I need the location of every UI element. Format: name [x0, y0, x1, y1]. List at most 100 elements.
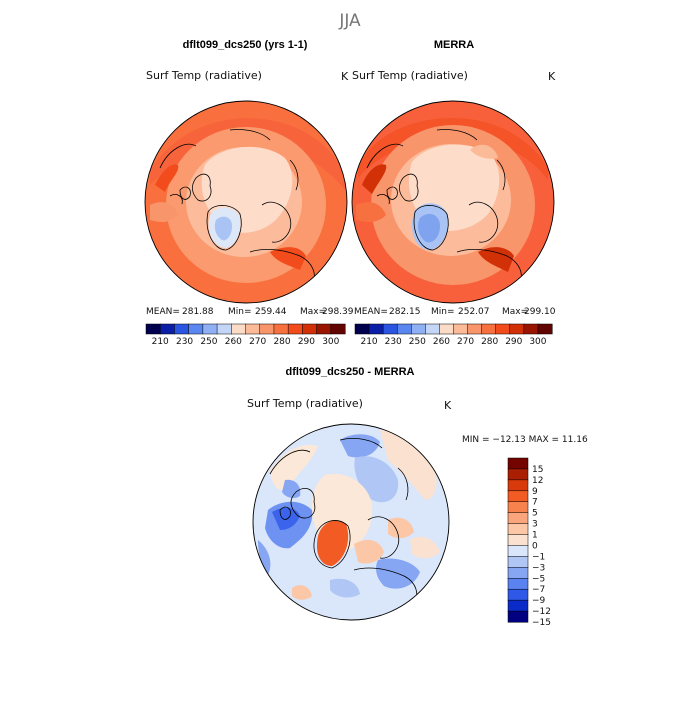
- colorbar-swatch: [245, 323, 261, 335]
- model-min-value: 259.44: [255, 307, 287, 317]
- colorbar-swatch: [411, 323, 426, 335]
- colorbar-swatch: [425, 323, 440, 335]
- reference-max-label: Max=: [502, 307, 528, 317]
- reference-min-label: Min=: [431, 307, 455, 317]
- model-mean-value: 281.88: [182, 307, 214, 317]
- colorbar-swatch: [507, 534, 529, 547]
- colorbar-swatch: [439, 323, 455, 335]
- colorbar-tick-label: 12: [532, 476, 543, 486]
- difference-range-label: MIN = −12.13 MAX = 11.16: [462, 435, 588, 445]
- colorbar-swatch: [507, 545, 529, 557]
- colorbar-tick-label: 5: [532, 509, 538, 519]
- colorbar-swatch: [368, 323, 384, 335]
- reference-panel: MERRA Surf Temp (radiative) K: [351, 39, 556, 347]
- colorbar-tick-label: −3: [532, 563, 545, 573]
- colorbar-tick-label: 0: [532, 541, 538, 551]
- colorbar-swatch: [316, 323, 332, 335]
- colorbar-swatch: [174, 323, 190, 335]
- colorbar-tick-label: 230: [176, 337, 193, 347]
- model-max-label: Max=: [300, 307, 326, 317]
- colorbar-tick-label: 230: [385, 337, 402, 347]
- colorbar-tick-label: 15: [532, 465, 543, 475]
- colorbar-tick-label: 250: [200, 337, 217, 347]
- colorbar-tick-label: −15: [532, 618, 551, 628]
- colorbar-tick-label: −1: [532, 552, 545, 562]
- colorbar-swatch: [302, 323, 318, 335]
- colorbar-tick-label: 300: [322, 337, 339, 347]
- colorbar-swatch: [507, 578, 529, 590]
- reference-variable-label: Surf Temp (radiative): [352, 69, 468, 82]
- colorbar-swatch: [382, 323, 398, 335]
- colorbar-tick-label: 1: [532, 531, 538, 541]
- colorbar-tick-label: −7: [532, 585, 545, 595]
- colorbar-tick-label: 7: [532, 498, 538, 508]
- colorbar-tick-label: 260: [225, 337, 242, 347]
- model-colorbar: 210 230 250 260 270 280 290 300: [145, 323, 346, 347]
- colorbar-swatch: [507, 457, 529, 470]
- reference-units-label: K: [548, 70, 556, 83]
- colorbar-tick-label: 270: [457, 337, 474, 347]
- colorbar-swatch: [354, 323, 370, 335]
- colorbar-tick-label: −9: [532, 596, 546, 606]
- colorbar-swatch: [507, 523, 529, 536]
- colorbar-swatch: [330, 323, 346, 335]
- colorbar-swatch: [273, 323, 289, 335]
- colorbar-swatch: [507, 512, 529, 525]
- colorbar-swatch: [507, 588, 529, 601]
- colorbar-tick-label: 290: [298, 337, 315, 347]
- colorbar-tick-label: 250: [409, 337, 426, 347]
- model-mean-label: MEAN=: [146, 307, 180, 317]
- colorbar-swatch: [509, 323, 525, 335]
- model-map: [145, 101, 347, 303]
- colorbar-swatch: [507, 599, 529, 612]
- colorbar-swatch: [259, 323, 275, 335]
- colorbar-swatch: [188, 323, 204, 335]
- model-variable-label: Surf Temp (radiative): [146, 69, 262, 82]
- reference-max-value: 299.10: [524, 307, 556, 317]
- colorbar-swatch: [507, 610, 529, 623]
- colorbar-swatch: [145, 323, 161, 335]
- model-panel: dflt099_dcs250 (yrs 1-1) Surf Temp (radi…: [144, 39, 354, 347]
- colorbar-tick-label: 260: [433, 337, 450, 347]
- colorbar-tick-label: 210: [152, 337, 169, 347]
- colorbar-tick-label: 3: [532, 520, 538, 530]
- reference-mean-label: MEAN=: [354, 307, 388, 317]
- model-title: dflt099_dcs250 (yrs 1-1): [183, 39, 308, 51]
- colorbar-swatch: [467, 323, 483, 335]
- difference-title: dflt099_dcs250 - MERRA: [286, 366, 415, 378]
- colorbar-swatch: [507, 501, 529, 514]
- colorbar-tick-label: 300: [529, 337, 546, 347]
- colorbar-tick-label: 9: [532, 487, 538, 497]
- colorbar-tick-label: −12: [532, 607, 551, 617]
- colorbar-swatch: [495, 323, 511, 335]
- reference-min-value: 252.07: [458, 307, 490, 317]
- colorbar-swatch: [507, 567, 529, 579]
- difference-variable-label: Surf Temp (radiative): [247, 397, 363, 410]
- difference-panel: dflt099_dcs250 - MERRA Surf Temp (radiat…: [247, 366, 588, 628]
- reference-title: MERRA: [434, 39, 474, 51]
- model-max-value: 298.39: [322, 307, 354, 317]
- colorbar-swatch: [507, 490, 529, 503]
- reference-mean-value: 282.15: [389, 307, 421, 317]
- reference-colorbar: 210 230 250 260 270 280 290 300: [354, 323, 553, 347]
- colorbar-swatch: [287, 323, 303, 335]
- colorbar-swatch: [453, 323, 469, 335]
- colorbar-swatch: [481, 323, 497, 335]
- colorbar-swatch: [507, 468, 529, 481]
- colorbar-tick-label: −5: [532, 574, 545, 584]
- colorbar-tick-label: 270: [249, 337, 266, 347]
- colorbar-tick-label: 210: [360, 337, 377, 347]
- colorbar-swatch: [216, 323, 232, 335]
- reference-map: [352, 101, 554, 303]
- colorbar-swatch: [507, 556, 529, 568]
- colorbar-swatch: [523, 323, 539, 335]
- model-min-label: Min=: [228, 307, 252, 317]
- difference-units-label: K: [444, 399, 452, 412]
- colorbar-tick-label: 280: [481, 337, 498, 347]
- colorbar-swatch: [202, 323, 218, 335]
- difference-map: [253, 424, 449, 620]
- colorbar-tick-label: 280: [273, 337, 290, 347]
- colorbar-swatch: [507, 479, 529, 492]
